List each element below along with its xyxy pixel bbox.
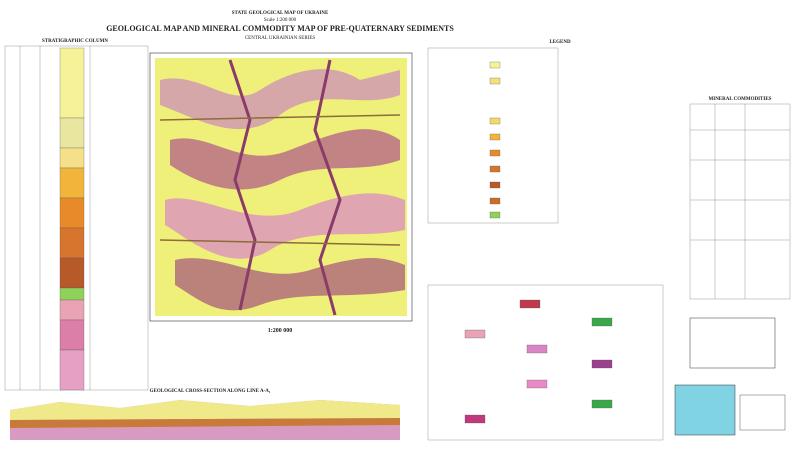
index-map-shape — [739, 394, 786, 431]
legend-shape — [591, 359, 613, 369]
legend-shape — [489, 211, 501, 219]
stratigraphic-column-shape — [59, 117, 85, 149]
stratigraphic-column-shape — [59, 257, 85, 289]
stratigraphic-column — [4, 45, 149, 391]
geological-map-shape — [170, 129, 400, 190]
geological-map-shape — [160, 69, 400, 130]
geological-map-shape — [159, 114, 401, 246]
cross-section-title: GEOLOGICAL CROSS-SECTION ALONG LINE A-A₁ — [150, 389, 271, 394]
legend-shape — [464, 414, 486, 424]
commodities-table-shape — [689, 103, 791, 300]
legend-shape — [519, 299, 541, 309]
legend-shape — [489, 197, 501, 205]
legend-shape — [489, 117, 501, 125]
legend-title: LEGEND — [549, 40, 571, 45]
stratigraphic-column-shape — [59, 167, 85, 199]
cross-section — [10, 400, 400, 440]
legend-shape — [489, 165, 501, 173]
legend — [427, 47, 664, 441]
geological-map-shape — [165, 193, 405, 259]
stratigraphic-column-shape — [59, 197, 85, 229]
commodities-table — [689, 103, 791, 300]
index-map-shape — [674, 384, 736, 436]
legend-shape — [489, 77, 501, 85]
geological-map-shape — [313, 59, 342, 316]
scale-note: Scale 1:200 000 — [264, 18, 297, 23]
column-title: STRATIGRAPHIC COLUMN — [42, 39, 108, 44]
series: CENTRAL UKRAINIAN SERIES — [245, 36, 316, 41]
legend-shape — [591, 399, 613, 409]
cross-section-shape — [10, 418, 400, 428]
legend-shape — [489, 133, 501, 141]
geological-map-shape — [228, 59, 257, 311]
stratigraphic-column-shape — [59, 287, 85, 301]
commodities-title: MINERAL COMMODITIES — [709, 97, 772, 102]
legend-shape — [489, 61, 501, 69]
legend-shape — [489, 181, 501, 189]
stratigraphic-column-shape — [59, 349, 85, 391]
legend-shape — [464, 329, 486, 339]
legend-shape — [489, 149, 501, 157]
index-map — [674, 317, 786, 436]
stratigraphic-column-shape — [59, 147, 85, 169]
index-map-shape — [689, 317, 776, 369]
legend-shape — [526, 379, 548, 389]
stratigraphic-column-shape — [59, 319, 85, 351]
agency: STATE GEOLOGICAL MAP OF UKRAINE — [232, 11, 329, 16]
geological-map-shape — [175, 258, 405, 311]
stratigraphic-column-shape — [59, 227, 85, 259]
stratigraphic-column-shape — [59, 299, 85, 321]
main-title: GEOLOGICAL MAP AND MINERAL COMMODITY MAP… — [106, 24, 454, 33]
legend-shape — [427, 284, 664, 441]
geological-map: 1:200 000 — [149, 52, 413, 334]
cross-section-shape — [10, 400, 400, 420]
stratigraphic-column-shape — [59, 47, 85, 119]
legend-shape — [526, 344, 548, 354]
map-scale: 1:200 000 — [268, 328, 293, 334]
legend-shape — [591, 317, 613, 327]
